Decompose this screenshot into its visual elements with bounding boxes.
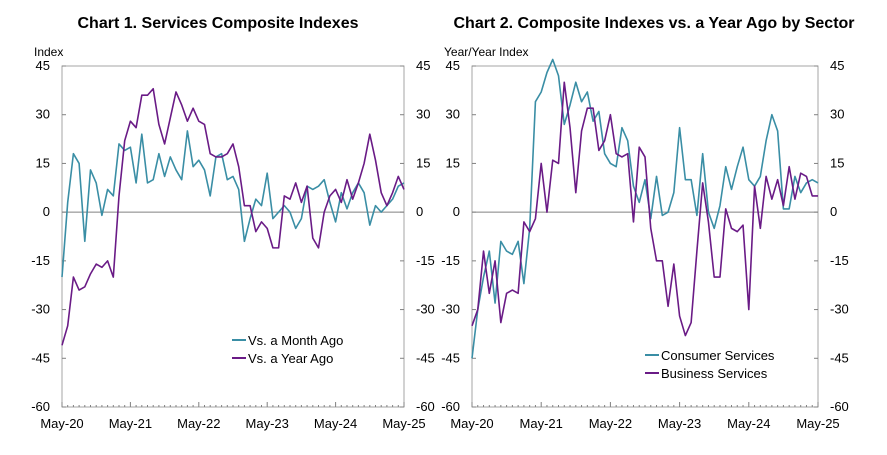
chart-2-ytick-label-left: -60	[441, 399, 460, 414]
chart-1-ytick-label-left: 0	[43, 204, 50, 219]
chart-1-xtick-label: May-25	[382, 416, 425, 431]
chart-2-ytick-label-left: 30	[446, 107, 460, 122]
chart-1-legend-label: Vs. a Year Ago	[248, 351, 333, 366]
chart-2-ylabel: Year/Year Index	[444, 45, 529, 59]
chart-1-xtick-label: May-22	[177, 416, 220, 431]
chart-1-ytick-label-right: -15	[416, 253, 435, 268]
chart-2-ytick-label-left: 45	[446, 58, 460, 73]
chart-1-ytick-label-right: -30	[416, 302, 435, 317]
chart-1-ytick-label-left: -15	[31, 253, 50, 268]
chart-1-ytick-label-right: -45	[416, 350, 435, 365]
chart-1: Chart 1. Services Composite Indexes Inde…	[31, 15, 435, 431]
chart-1-ytick-label-right: 45	[416, 58, 430, 73]
chart-1-ytick-label-right: 30	[416, 107, 430, 122]
chart-2-ytick-label-right: 30	[830, 107, 844, 122]
chart-1-legend-label: Vs. a Month Ago	[248, 333, 343, 348]
chart-1-ytick-label-left: 45	[36, 58, 50, 73]
chart-2-ytick-label-left: -45	[441, 350, 460, 365]
chart-2-xtick-label: May-24	[727, 416, 770, 431]
chart-2-legend-label: Consumer Services	[661, 348, 775, 363]
chart-1-ytick-label-right: 0	[416, 204, 423, 219]
chart-2-xtick-label: May-25	[796, 416, 839, 431]
chart-2-series-business-services	[471, 81, 818, 337]
chart-2-ytick-label-right: -15	[830, 253, 849, 268]
chart-1-ytick-label-left: 30	[36, 107, 50, 122]
chart-2-title: Chart 2. Composite Indexes vs. a Year Ag…	[453, 15, 854, 32]
chart-1-ytick-label-right: 15	[416, 155, 430, 170]
chart-2-ytick-label-right: -60	[830, 399, 849, 414]
chart-1-series-vs-a-year-ago	[61, 87, 405, 346]
chart-1-xtick-label: May-21	[109, 416, 152, 431]
chart-2-xtick-label: May-23	[658, 416, 701, 431]
chart-1-series-vs-a-month-ago	[61, 130, 405, 278]
chart-2-ytick-label-right: -45	[830, 350, 849, 365]
chart-2-series-consumer-services	[471, 58, 819, 359]
chart-1-ytick-label-left: -60	[31, 399, 50, 414]
chart-2-ytick-label-right: -30	[830, 302, 849, 317]
chart-1-xtick-label: May-23	[246, 416, 289, 431]
chart-2-xtick-label: May-22	[589, 416, 632, 431]
chart-1-plot-frame	[61, 65, 405, 408]
chart-2-xtick-label: May-20	[450, 416, 493, 431]
chart-1-ytick-label-left: 15	[36, 155, 50, 170]
chart-1-xtick-label: May-24	[314, 416, 357, 431]
chart-1-ytick-label-right: -60	[416, 399, 435, 414]
chart-2-ytick-label-left: -15	[441, 253, 460, 268]
chart-2-ytick-label-right: 0	[830, 204, 837, 219]
chart-2-xtick-label: May-21	[520, 416, 563, 431]
chart-2-legend-label: Business Services	[661, 366, 768, 381]
chart-1-xtick-label: May-20	[40, 416, 83, 431]
chart-2-ytick-label-left: 0	[453, 204, 460, 219]
chart-1-ytick-label-left: -45	[31, 350, 50, 365]
chart-1-ytick-label-left: -30	[31, 302, 50, 317]
chart-2-ytick-label-left: 15	[446, 155, 460, 170]
chart-2-ytick-label-right: 45	[830, 58, 844, 73]
chart-2-ytick-label-left: -30	[441, 302, 460, 317]
chart-1-title: Chart 1. Services Composite Indexes	[78, 15, 359, 32]
chart-2-ytick-label-right: 15	[830, 155, 844, 170]
chart-2: Chart 2. Composite Indexes vs. a Year Ag…	[441, 15, 854, 431]
chart-1-ylabel: Index	[34, 45, 63, 59]
